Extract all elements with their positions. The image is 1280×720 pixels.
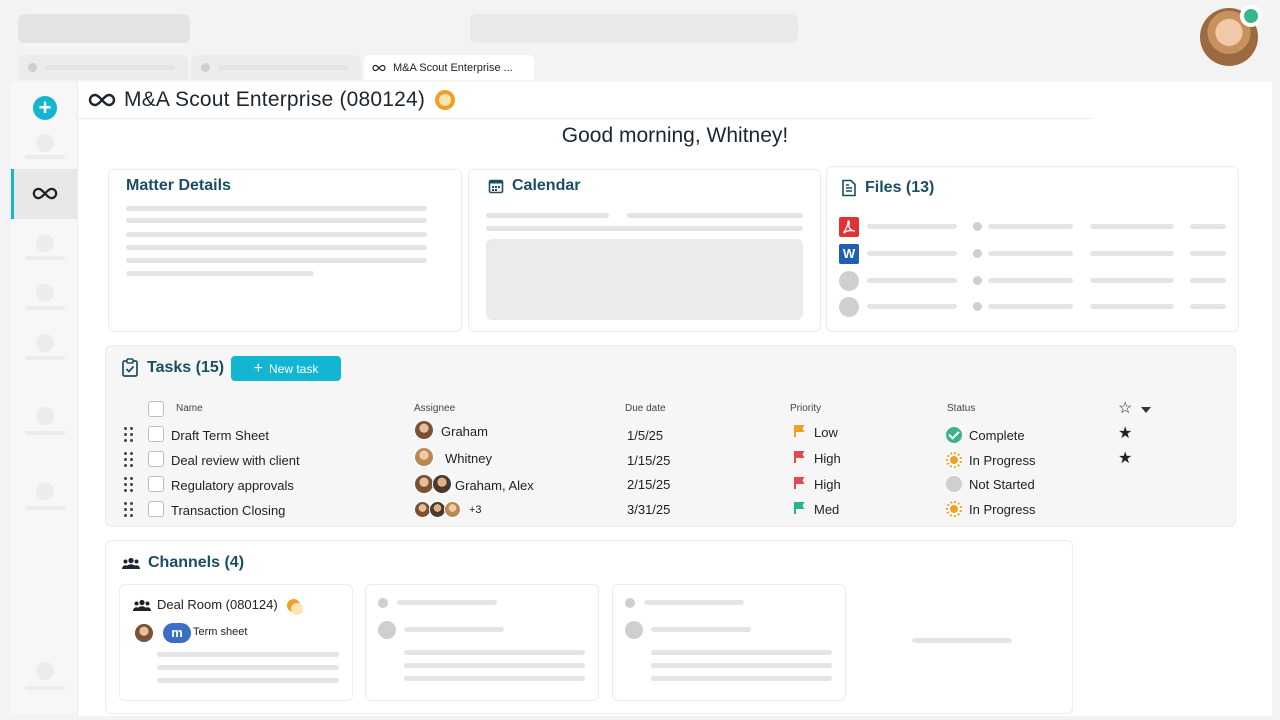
task-assignee[interactable]: Graham, Alex <box>455 478 534 493</box>
globe-icon <box>435 90 456 110</box>
clipboard-check-icon <box>122 358 138 377</box>
main-content: M&A Scout Enterprise (080124) Good morni… <box>78 82 1272 716</box>
priority-flag-icon <box>794 477 804 489</box>
drag-handle-icon[interactable] <box>124 452 134 468</box>
group-icon <box>133 599 151 611</box>
task-checkbox[interactable] <box>148 501 164 517</box>
task-status[interactable]: In Progress <box>969 502 1036 517</box>
pdf-icon <box>839 217 859 237</box>
task-status[interactable]: In Progress <box>969 453 1036 468</box>
task-priority[interactable]: Med <box>814 502 840 517</box>
channels-title: Channels (4) <box>148 554 245 571</box>
avatar <box>414 420 434 440</box>
status-complete-icon <box>946 427 962 443</box>
drag-handle-icon[interactable] <box>124 477 134 493</box>
files-card[interactable]: Files (13) W <box>826 166 1239 332</box>
channel-card-placeholder[interactable] <box>365 584 599 701</box>
star-filled-icon[interactable]: ★ <box>1118 425 1133 442</box>
drag-handle-icon[interactable] <box>124 427 134 443</box>
task-status[interactable]: Not Started <box>969 477 1035 492</box>
greeting: Good morning, Whitney! <box>561 124 789 147</box>
channels-panel: Channels (4) Deal Room (080124) m Term s… <box>105 540 1073 714</box>
channel-name: Deal Room (080124) <box>157 597 278 612</box>
file-icon <box>842 179 856 197</box>
browser-tab-1[interactable] <box>18 55 188 80</box>
task-assignee[interactable]: Graham <box>441 424 488 439</box>
avatar <box>134 623 154 643</box>
task-status[interactable]: Complete <box>969 428 1025 443</box>
task-checkbox[interactable] <box>148 476 164 492</box>
channel-card-placeholder[interactable] <box>612 584 846 701</box>
online-status-icon <box>1240 5 1262 27</box>
matter-header: M&A Scout Enterprise (080124) <box>78 82 1092 119</box>
task-priority[interactable]: High <box>814 477 841 492</box>
task-checkbox[interactable] <box>148 426 164 442</box>
calendar-title: Calendar <box>512 177 581 194</box>
column-header-priority[interactable]: Priority <box>790 403 822 414</box>
matter-details-card[interactable]: Matter Details <box>108 169 462 332</box>
group-icon <box>122 557 140 569</box>
task-priority[interactable]: Low <box>814 425 838 440</box>
star-outline-icon[interactable]: ☆ <box>1118 400 1133 417</box>
task-name[interactable]: Draft Term Sheet <box>171 428 270 443</box>
tasks-panel: Tasks (15) + New task Name Assignee Due … <box>105 345 1236 527</box>
select-all-checkbox[interactable] <box>148 401 164 417</box>
chevron-down-icon[interactable] <box>1141 407 1151 413</box>
tab-label: M&A Scout Enterprise ... <box>393 61 513 74</box>
calendar-icon <box>488 179 504 194</box>
task-name[interactable]: Deal review with client <box>171 453 300 468</box>
task-priority[interactable]: High <box>814 451 841 466</box>
column-header-due-date[interactable]: Due date <box>625 403 666 414</box>
avatar <box>444 501 461 518</box>
browser-tab-2[interactable] <box>191 55 361 80</box>
plus-icon: + <box>253 359 263 377</box>
status-in-progress-icon <box>946 452 962 468</box>
task-assignee[interactable]: Whitney <box>445 451 492 466</box>
task-name[interactable]: Transaction Closing <box>171 503 286 518</box>
address-bar[interactable] <box>470 14 798 43</box>
task-due-date[interactable]: 3/31/25 <box>627 502 671 517</box>
drag-handle-icon[interactable] <box>124 502 134 518</box>
word-icon: W <box>839 244 859 264</box>
infinity-icon <box>32 187 58 200</box>
avatar <box>414 447 434 467</box>
task-name[interactable]: Regulatory approvals <box>171 478 294 493</box>
matter-details-title: Matter Details <box>126 177 231 194</box>
calendar-card[interactable]: Calendar <box>468 169 821 332</box>
task-due-date[interactable]: 1/15/25 <box>627 453 671 468</box>
priority-flag-icon <box>794 425 804 437</box>
window-title-placeholder <box>18 14 190 43</box>
task-due-date[interactable]: 1/5/25 <box>627 428 664 443</box>
star-filled-icon[interactable]: ★ <box>1118 450 1133 467</box>
new-task-label: New task <box>268 361 319 376</box>
status-in-progress-icon <box>946 501 962 517</box>
tasks-title: Tasks (15) <box>147 359 225 376</box>
column-header-assignee[interactable]: Assignee <box>414 403 456 414</box>
page-title: M&A Scout Enterprise (080124) <box>124 88 426 111</box>
rail-item-matters[interactable] <box>11 169 78 219</box>
task-checkbox[interactable] <box>148 451 164 467</box>
avatar <box>432 474 452 494</box>
channel-card[interactable]: Deal Room (080124) m Term sheet <box>119 584 353 701</box>
avatar <box>414 474 434 494</box>
task-due-date[interactable]: 2/15/25 <box>627 477 671 492</box>
infinity-icon <box>88 93 116 107</box>
column-header-name[interactable]: Name <box>176 403 203 414</box>
left-rail: + <box>11 82 78 714</box>
assignee-overflow-count[interactable]: +3 <box>469 504 482 516</box>
priority-flag-icon <box>794 502 804 514</box>
infinity-icon <box>372 64 386 71</box>
priority-flag-icon <box>794 451 804 463</box>
app-badge-icon: m <box>163 623 191 643</box>
files-title: Files (13) <box>865 179 935 196</box>
globe-icon <box>287 599 303 615</box>
browser-tab-active[interactable]: M&A Scout Enterprise ... <box>364 55 534 80</box>
column-header-status[interactable]: Status <box>947 403 976 414</box>
status-not-started-icon <box>946 476 962 492</box>
channel-last-message: Term sheet <box>193 626 248 638</box>
new-task-button[interactable]: + New task <box>231 356 341 381</box>
add-icon[interactable]: + <box>33 96 57 120</box>
